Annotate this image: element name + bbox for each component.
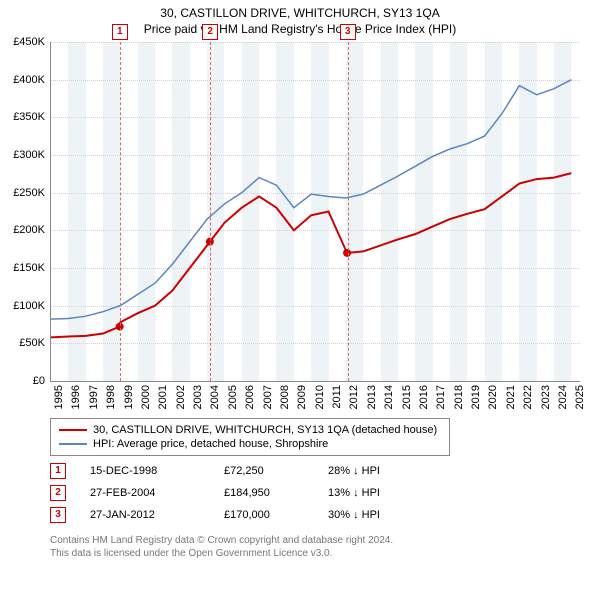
x-tick-label: 2025 <box>572 385 586 409</box>
x-tick-label: 2002 <box>173 385 187 409</box>
x-tick-label: 2008 <box>277 385 291 409</box>
footer-line-1: Contains HM Land Registry data © Crown c… <box>50 534 580 547</box>
chart-subtitle: Price paid vs. HM Land Registry's House … <box>0 22 600 42</box>
sales-row: 1 15-DEC-1998 £72,250 28% ↓ HPI <box>50 460 580 482</box>
sale-marker-box: 1 <box>112 24 128 40</box>
plot-region: £0£50K£100K£150K£200K£250K£300K£350K£400… <box>50 42 580 382</box>
x-tick-label: 2004 <box>207 385 221 409</box>
y-tick-label: £200K <box>13 224 51 236</box>
x-tick-label: 2022 <box>520 385 534 409</box>
sales-row-price: £184,950 <box>224 487 304 499</box>
x-tick-label: 2009 <box>294 385 308 409</box>
sale-marker-box: 3 <box>340 24 356 40</box>
x-tick-label: 2019 <box>468 385 482 409</box>
x-tick-label: 2007 <box>260 385 274 409</box>
x-tick-label: 2012 <box>346 385 360 409</box>
x-tick-label: 2020 <box>485 385 499 409</box>
sales-row-date: 27-FEB-2004 <box>90 487 200 499</box>
sales-table: 1 15-DEC-1998 £72,250 28% ↓ HPI 2 27-FEB-2004… <box>50 460 580 526</box>
sales-row: 3 27-JAN-2012 £170,000 30% ↓ HPI <box>50 504 580 526</box>
chart-container: 30, CASTILLON DRIVE, WHITCHURCH, SY13 1Q… <box>0 0 600 590</box>
plot-svg <box>51 42 580 381</box>
footer-line-2: This data is licensed under the Open Gov… <box>50 547 580 560</box>
x-tick-label: 1995 <box>51 385 65 409</box>
y-tick-label: £250K <box>13 187 51 199</box>
chart-area: £0£50K£100K£150K£200K£250K£300K£350K£400… <box>50 42 580 412</box>
series-property <box>51 173 571 337</box>
sale-marker-box: 2 <box>202 24 218 40</box>
x-tick-label: 1997 <box>86 385 100 409</box>
x-tick-label: 2021 <box>503 385 517 409</box>
sale-vline <box>210 42 211 381</box>
legend-item: 30, CASTILLON DRIVE, WHITCHURCH, SY13 1Q… <box>59 423 441 437</box>
legend-label: 30, CASTILLON DRIVE, WHITCHURCH, SY13 1Q… <box>93 424 437 436</box>
sales-row-marker: 1 <box>50 463 66 479</box>
sales-row-price: £170,000 <box>224 509 304 521</box>
sales-row-date: 15-DEC-1998 <box>90 465 200 477</box>
sales-row: 2 27-FEB-2004 £184,950 13% ↓ HPI <box>50 482 580 504</box>
sales-row-marker: 2 <box>50 485 66 501</box>
y-tick-label: £450K <box>13 36 51 48</box>
sales-row-diff: 28% ↓ HPI <box>328 465 428 477</box>
sales-row-date: 27-JAN-2012 <box>90 509 200 521</box>
x-tick-label: 2001 <box>155 385 169 409</box>
x-tick-label: 2016 <box>416 385 430 409</box>
sales-row-price: £72,250 <box>224 465 304 477</box>
x-tick-label: 2003 <box>190 385 204 409</box>
x-tick-label: 2018 <box>451 385 465 409</box>
x-tick-label: 2006 <box>242 385 256 409</box>
x-tick-label: 2024 <box>555 385 569 409</box>
legend-item: HPI: Average price, detached house, Shro… <box>59 437 441 451</box>
x-tick-label: 2010 <box>312 385 326 409</box>
y-tick-label: £350K <box>13 111 51 123</box>
footer: Contains HM Land Registry data © Crown c… <box>50 534 580 560</box>
x-tick-label: 1996 <box>68 385 82 409</box>
y-tick-label: £300K <box>13 149 51 161</box>
x-tick-label: 1999 <box>121 385 135 409</box>
y-tick-label: £0 <box>33 375 51 387</box>
sale-vline <box>348 42 349 381</box>
legend-swatch <box>59 429 87 431</box>
x-tick-label: 2017 <box>433 385 447 409</box>
sales-row-diff: 13% ↓ HPI <box>328 487 428 499</box>
x-tick-label: 2014 <box>381 385 395 409</box>
series-hpi <box>51 80 571 319</box>
x-tick-label: 2013 <box>364 385 378 409</box>
legend-label: HPI: Average price, detached house, Shro… <box>93 438 328 450</box>
x-tick-label: 2000 <box>138 385 152 409</box>
y-tick-label: £50K <box>19 337 51 349</box>
x-tick-label: 2011 <box>329 385 343 409</box>
legend-swatch <box>59 443 87 445</box>
y-tick-label: £100K <box>13 300 51 312</box>
sales-row-marker: 3 <box>50 507 66 523</box>
sale-vline <box>120 42 121 381</box>
x-tick-label: 2023 <box>538 385 552 409</box>
x-tick-label: 1998 <box>103 385 117 409</box>
x-tick-label: 2005 <box>225 385 239 409</box>
legend: 30, CASTILLON DRIVE, WHITCHURCH, SY13 1Q… <box>50 418 450 456</box>
y-tick-label: £400K <box>13 74 51 86</box>
sales-row-diff: 30% ↓ HPI <box>328 509 428 521</box>
chart-title: 30, CASTILLON DRIVE, WHITCHURCH, SY13 1Q… <box>0 0 600 22</box>
y-tick-label: £150K <box>13 262 51 274</box>
x-tick-label: 2015 <box>399 385 413 409</box>
